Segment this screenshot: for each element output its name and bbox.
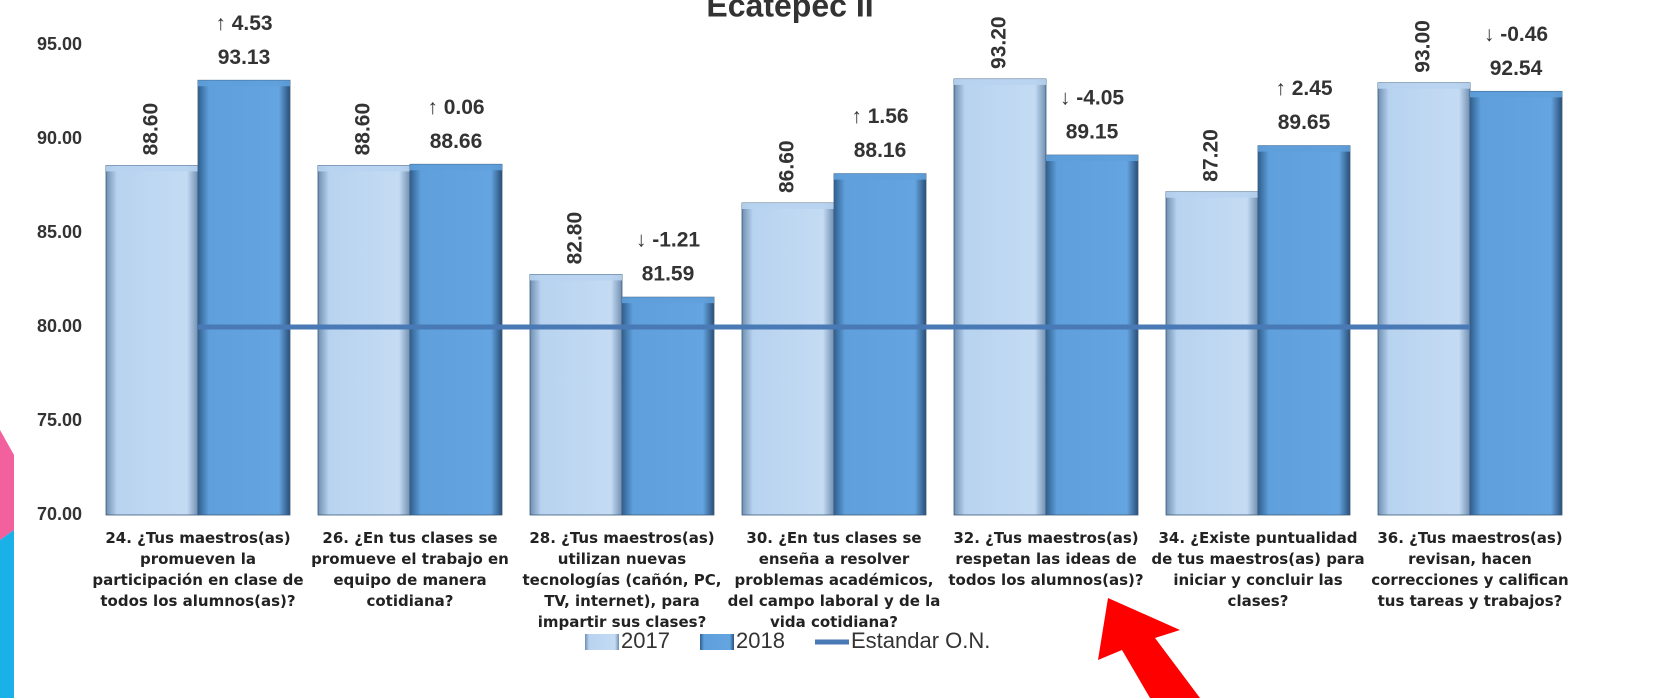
annotation: ↑ 2.45: [1275, 77, 1333, 100]
bar-cap: [1046, 155, 1138, 162]
bar: [1377, 82, 1471, 516]
bar-cap: [530, 274, 622, 281]
annotation: ↓ -0.46: [1484, 23, 1548, 46]
value-label: 92.54: [1490, 57, 1543, 80]
bar-cap: [410, 164, 502, 171]
value-label: 93.20: [988, 16, 1011, 69]
value-label: 88.60: [140, 103, 163, 156]
value-label: 89.65: [1278, 111, 1331, 134]
x-tick-label: 30. ¿En tus clases se enseña a resolver …: [727, 529, 941, 631]
y-tick-label: 85.00: [37, 222, 82, 242]
annotation: ↑ 1.56: [851, 105, 908, 128]
value-label: 81.59: [642, 263, 695, 286]
y-tick-label: 95.00: [37, 34, 82, 54]
bar-cap: [318, 165, 410, 172]
pointer-arrow: [1098, 598, 1200, 698]
bar: [1045, 154, 1139, 516]
value-label: 88.66: [430, 130, 483, 153]
x-tick-label: 36. ¿Tus maestros(as) revisan, hacen cor…: [1371, 529, 1569, 610]
bar: [105, 165, 199, 516]
x-tick-label: 28. ¿Tus maestros(as) utilizan nuevas te…: [522, 529, 722, 631]
value-label: 89.15: [1066, 121, 1119, 144]
value-label: 93.00: [1412, 20, 1435, 73]
annotation: ↑ 0.06: [427, 96, 484, 119]
annotation: ↓ -1.21: [636, 229, 701, 252]
bar-cap: [1378, 82, 1470, 89]
bar: [1469, 90, 1563, 516]
legend-swatch: [585, 634, 619, 650]
bar-cap: [1470, 91, 1562, 98]
bar-cap: [1166, 191, 1258, 198]
bar-cap: [954, 78, 1046, 85]
y-tick-label: 70.00: [37, 504, 82, 524]
bar: [317, 165, 411, 516]
value-label: 87.20: [1200, 129, 1223, 182]
annotation: ↓ -4.05: [1060, 87, 1125, 110]
bar: [621, 296, 715, 516]
x-tick-label: 32. ¿Tus maestros(as) respetan las ideas…: [948, 529, 1144, 589]
bar-cap: [106, 165, 198, 172]
x-tick-label: 24. ¿Tus maestros(as) promueven la parti…: [92, 529, 304, 610]
bar: [1257, 145, 1351, 516]
legend-label: 2018: [736, 628, 785, 653]
bar-cap: [742, 202, 834, 209]
value-label: 82.80: [564, 212, 587, 265]
bar: [833, 173, 927, 516]
bar-cap: [834, 173, 926, 180]
value-label: 88.60: [352, 103, 375, 156]
decoration: [0, 530, 14, 698]
legend-swatch: [700, 634, 734, 650]
bar: [953, 78, 1047, 516]
value-label: 86.60: [776, 140, 799, 193]
x-tick-label: 34. ¿Existe puntualidad de tus maestros(…: [1151, 529, 1365, 610]
bar-cap: [1258, 145, 1350, 152]
y-tick-label: 75.00: [37, 410, 82, 430]
bar-cap: [198, 80, 290, 87]
legend-label: Estandar O.N.: [851, 628, 990, 653]
bar: [1165, 191, 1259, 516]
bar: [409, 163, 503, 516]
chart-title: Ecatepec II: [706, 0, 873, 23]
bar: [529, 274, 623, 516]
value-label: 93.13: [218, 46, 271, 69]
y-tick-label: 80.00: [37, 316, 82, 336]
bar: [741, 202, 835, 516]
annotation: ↑ 4.53: [215, 12, 272, 35]
decoration: [0, 430, 14, 540]
y-tick-label: 90.00: [37, 128, 82, 148]
value-label: 88.16: [854, 139, 907, 162]
legend-label: 2017: [621, 628, 670, 653]
bar: [197, 79, 291, 516]
x-tick-label: 26. ¿En tus clases se promueve el trabaj…: [311, 529, 509, 610]
bar-cap: [622, 297, 714, 304]
